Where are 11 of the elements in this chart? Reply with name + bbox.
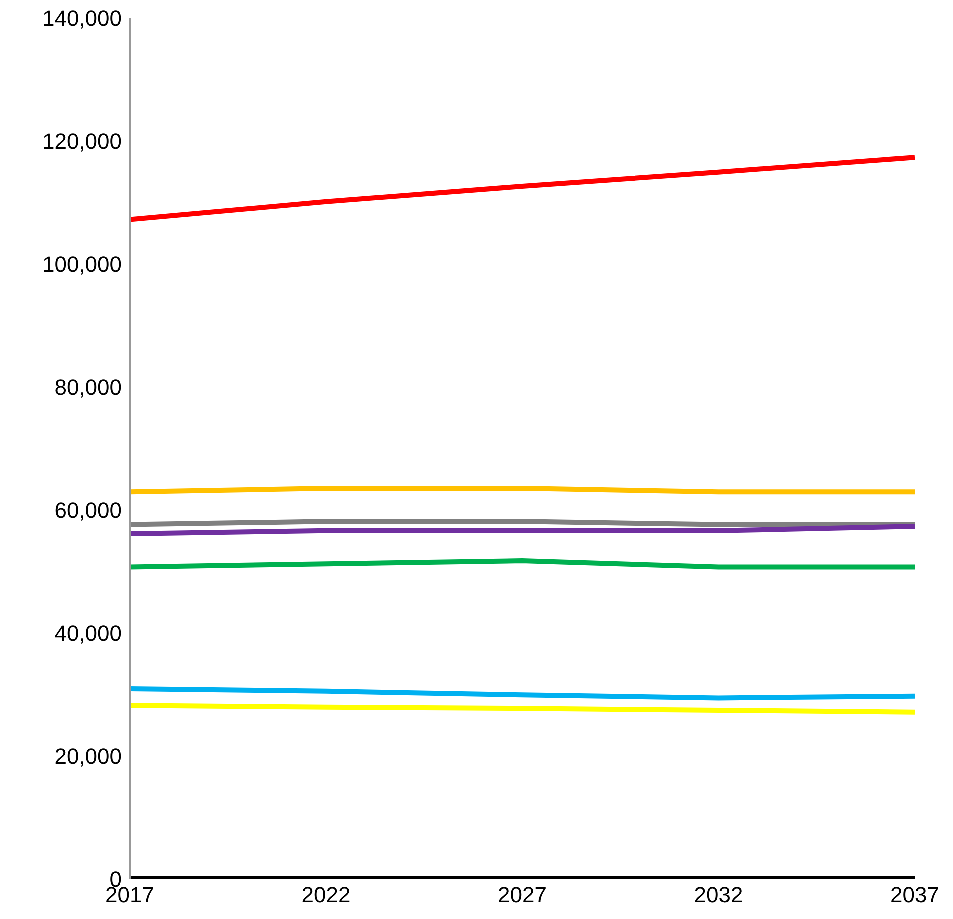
x-tick-label: 2037	[890, 882, 940, 908]
x-tick-label: 2032	[694, 882, 744, 908]
y-tick-label: 80,000	[54, 374, 122, 400]
y-tick-label: 100,000	[42, 252, 122, 277]
y-tick-label: 120,000	[42, 128, 122, 154]
x-tick-label: 2022	[302, 882, 351, 908]
y-tick-label: 60,000	[54, 498, 122, 523]
y-tick-label: 140,000	[42, 6, 122, 31]
x-tick-label: 2027	[498, 882, 547, 908]
y-tick-label: 20,000	[54, 744, 122, 769]
y-tick-label: 40,000	[54, 620, 122, 646]
